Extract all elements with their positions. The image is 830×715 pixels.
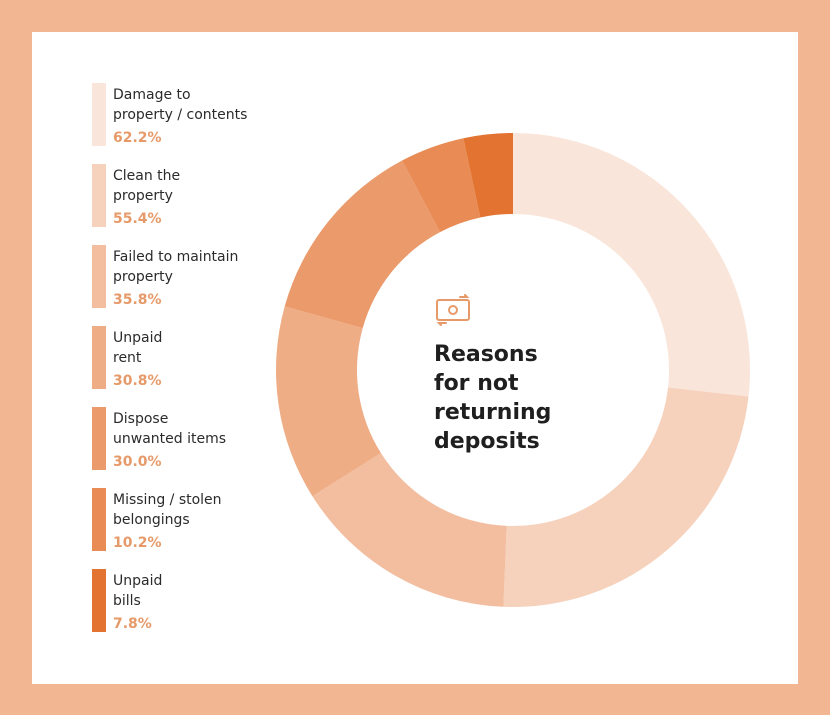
donut-slice	[402, 138, 481, 233]
legend-value: 35.8%	[113, 292, 162, 308]
money-bill-exchange-icon	[434, 294, 474, 330]
legend-swatch	[92, 569, 106, 632]
legend-label: Damage to property / contents	[113, 87, 248, 123]
donut-slice	[513, 133, 750, 397]
donut-slice	[276, 306, 381, 497]
donut-slice	[503, 387, 749, 607]
legend-value: 55.4%	[113, 211, 162, 227]
legend-label: Failed to maintain property	[113, 249, 239, 285]
donut-slice	[312, 453, 507, 607]
donut-slice	[284, 160, 440, 329]
legend-value: 10.2%	[113, 535, 162, 551]
legend-swatch	[92, 245, 106, 308]
legend-swatch	[92, 488, 106, 551]
legend-swatch	[92, 83, 106, 146]
donut-slice	[463, 133, 513, 218]
legend-label: Unpaid rent	[113, 330, 163, 366]
legend-value: 30.0%	[113, 454, 162, 470]
legend-swatch	[92, 326, 106, 389]
legend-value: 7.8%	[113, 616, 152, 632]
legend-value: 30.8%	[113, 373, 162, 389]
legend-label: Unpaid bills	[113, 573, 163, 609]
legend-label: Clean the property	[113, 168, 181, 204]
legend-swatch	[92, 164, 106, 227]
chart-title: Reasons for not returning deposits	[434, 342, 552, 454]
legend-value: 62.2%	[113, 130, 162, 146]
legend-swatch	[92, 407, 106, 470]
legend-label: Dispose unwanted items	[113, 411, 227, 447]
legend-label: Missing / stolen belongings	[113, 492, 222, 528]
